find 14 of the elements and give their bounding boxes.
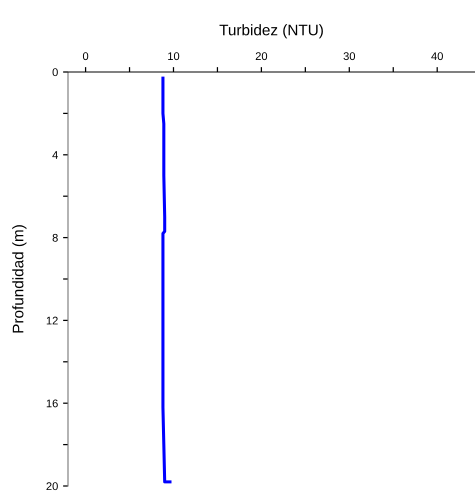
x-tick-label: 30 xyxy=(344,52,356,60)
y-tick-label: 8 xyxy=(52,234,58,242)
y-tick-label: 20 xyxy=(46,482,58,490)
x-tick-label: 40 xyxy=(431,52,443,60)
x-tick-label: 0 xyxy=(82,52,88,60)
y-tick-label: 16 xyxy=(46,399,58,408)
y-tick-label: 12 xyxy=(46,316,58,324)
x-axis-title: Turbidez (NTU) xyxy=(220,24,323,38)
line-series xyxy=(161,76,172,484)
y-axis-title: Profundidad (m) xyxy=(12,225,26,333)
x-tick-label: 10 xyxy=(168,52,180,60)
x-tick-label: 20 xyxy=(256,52,268,60)
y-tick-label: 4 xyxy=(52,151,58,159)
y-tick-label: 0 xyxy=(52,68,58,76)
